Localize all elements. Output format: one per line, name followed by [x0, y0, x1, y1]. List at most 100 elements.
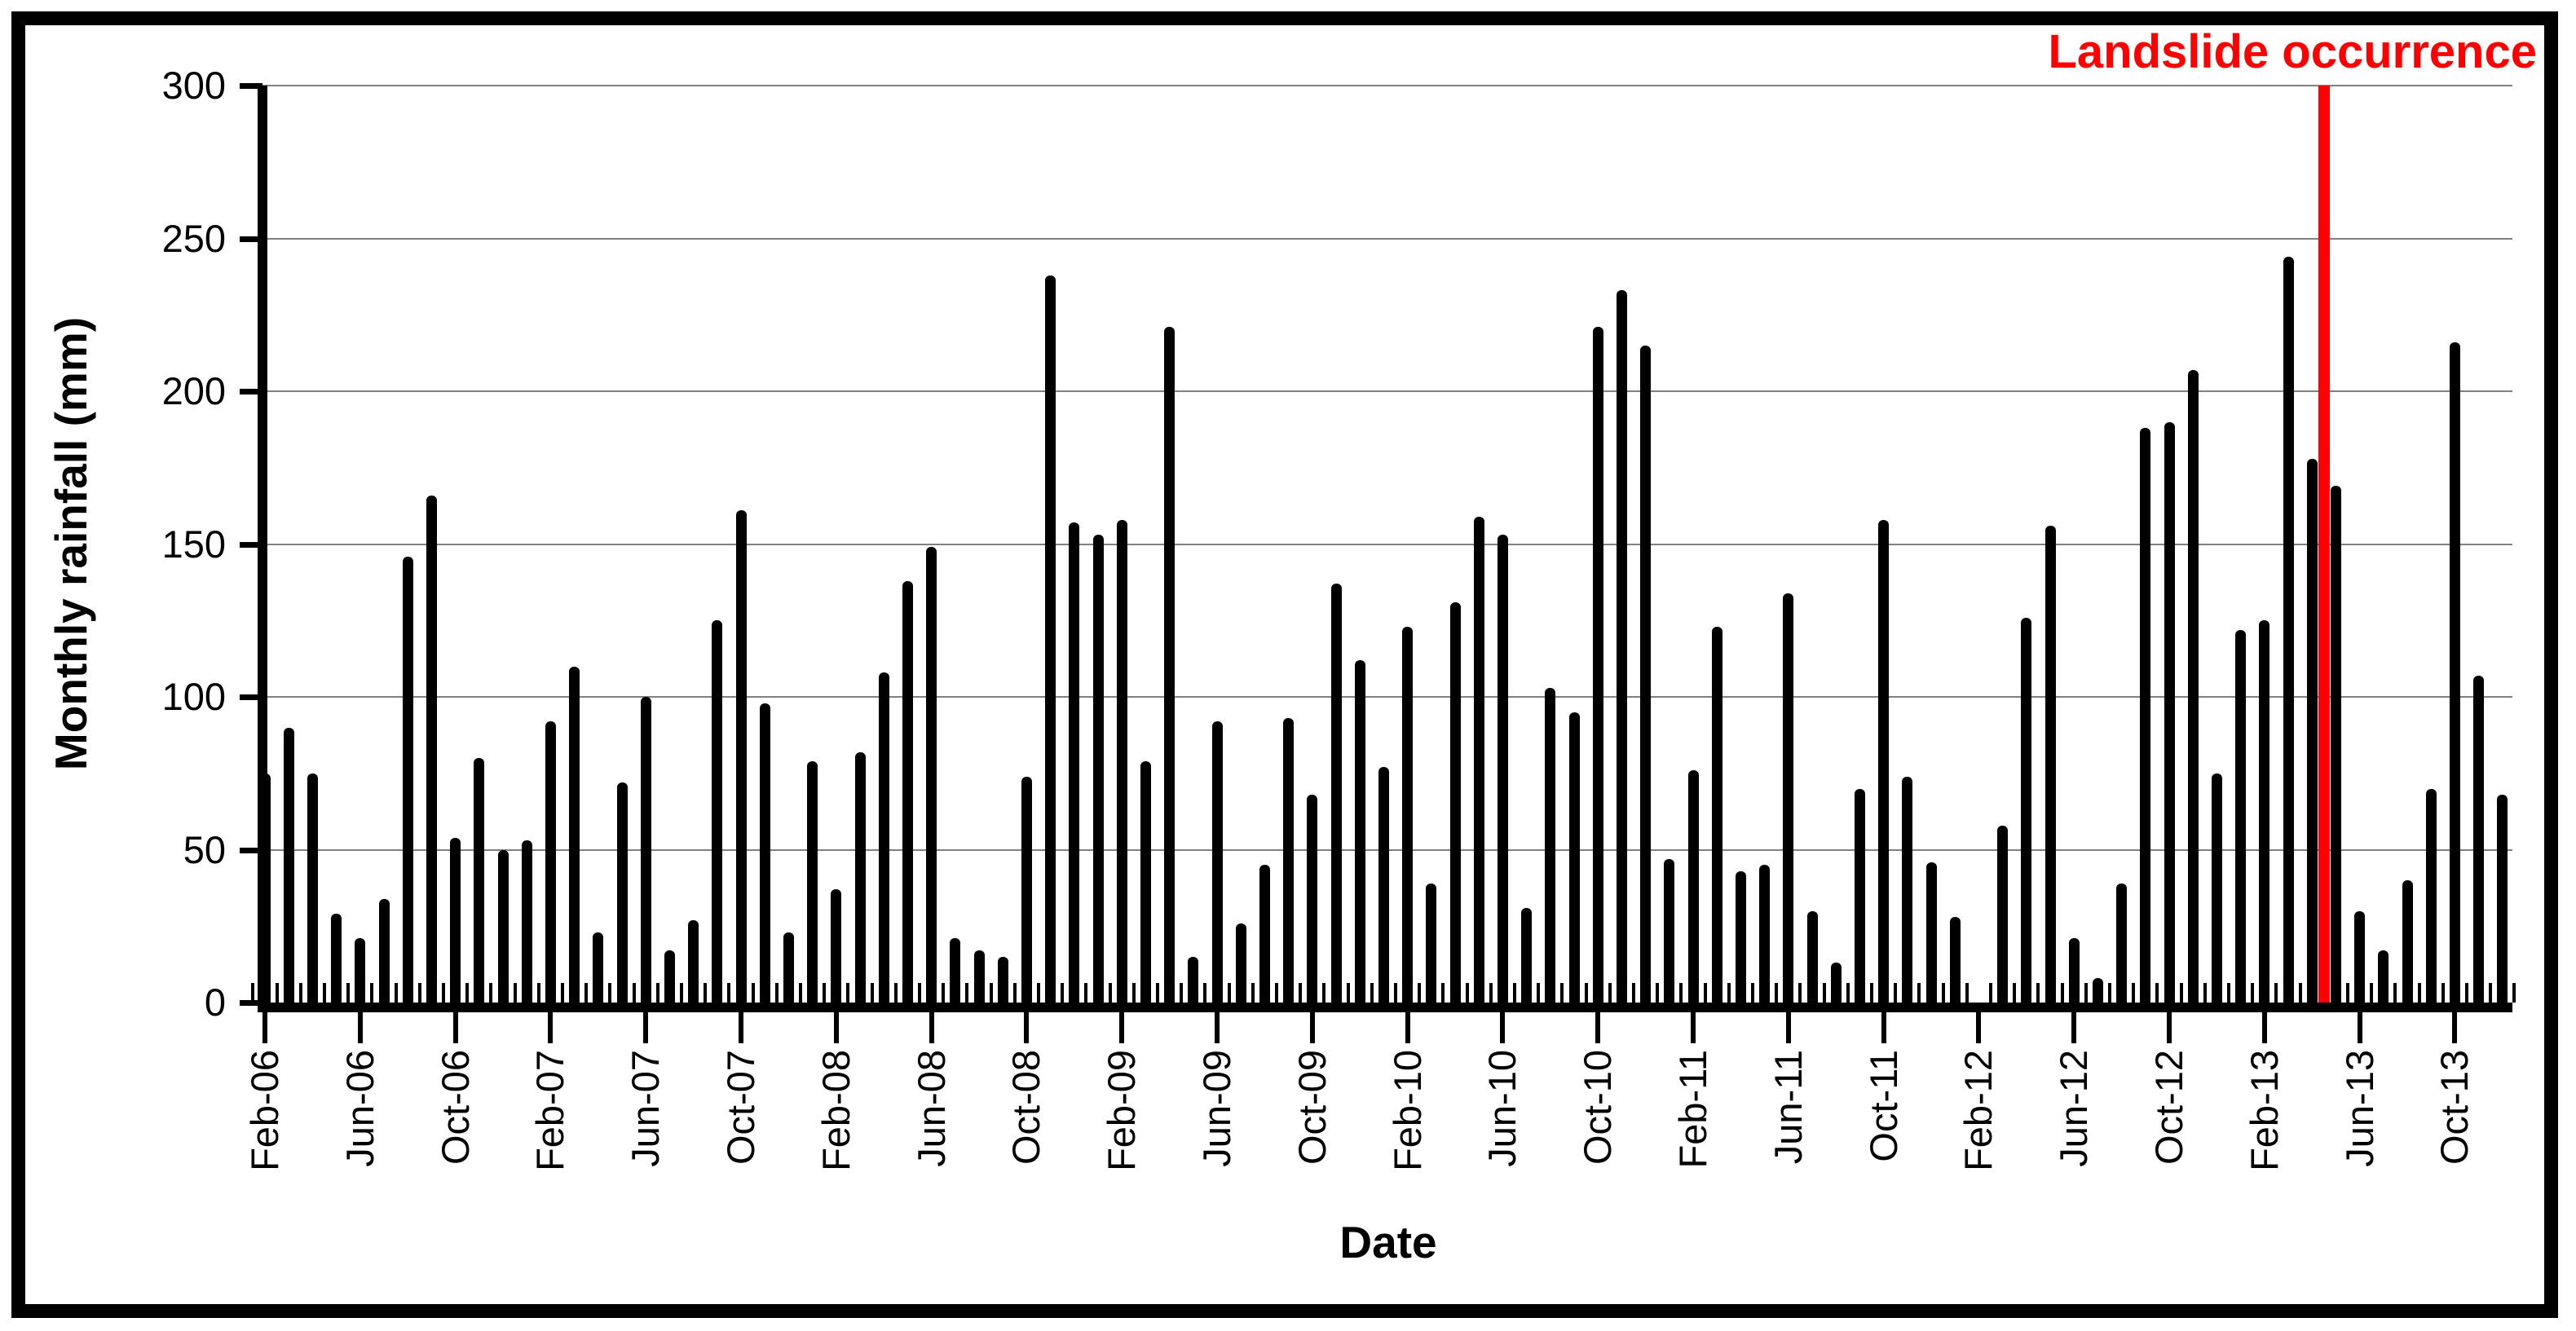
x-axis-minor-tick — [1632, 983, 1635, 1003]
rainfall-bar — [1378, 767, 1389, 1003]
rainfall-bar — [283, 727, 294, 1003]
x-axis-minor-tick — [1465, 983, 1469, 1003]
x-axis-minor-tick — [774, 983, 779, 1003]
rainfall-bar — [1568, 712, 1580, 1003]
x-axis-minor-tick — [1346, 983, 1350, 1003]
y-axis-tick — [240, 847, 262, 853]
x-axis-minor-tick — [2370, 983, 2374, 1003]
x-axis-minor-tick — [1489, 983, 1493, 1003]
x-axis-minor-tick — [655, 983, 659, 1003]
x-axis-minor-tick — [2013, 983, 2017, 1003]
rainfall-bar — [2164, 421, 2175, 1003]
rainfall-bar — [1783, 593, 1794, 1003]
rainfall-bar — [926, 547, 937, 1003]
rainfall-bar — [378, 898, 390, 1003]
rainfall-bar — [1687, 770, 1699, 1003]
rainfall-bar — [664, 950, 675, 1003]
rainfall-bar — [2068, 938, 2080, 1003]
x-axis-minor-tick — [680, 983, 683, 1003]
x-axis-minor-tick — [1061, 983, 1065, 1003]
rainfall-bar — [783, 932, 794, 1003]
x-tick-label: Jun-06 — [337, 1050, 382, 1167]
x-axis-minor-tick — [2441, 983, 2445, 1003]
x-tick-label: Jun-09 — [1195, 1050, 1238, 1167]
rainfall-bar — [259, 773, 271, 1003]
x-axis-minor-tick — [489, 983, 493, 1003]
x-tick-label: Oct-08 — [1004, 1050, 1048, 1166]
x-axis-minor-tick — [727, 983, 731, 1003]
x-axis-minor-tick — [942, 983, 946, 1003]
x-axis-minor-tick — [2465, 983, 2468, 1003]
y-tick-label: 200 — [161, 369, 226, 412]
x-axis-minor-tick — [1180, 983, 1184, 1003]
x-axis-minor-tick — [1584, 983, 1588, 1003]
x-axis-minor-tick — [965, 983, 969, 1003]
rainfall-bar — [1092, 535, 1104, 1003]
rainfall-bar — [2116, 883, 2128, 1003]
rainfall-bar — [1354, 660, 1365, 1003]
x-axis-minor-tick — [1751, 983, 1754, 1003]
x-tick-label: Oct-12 — [2147, 1050, 2190, 1166]
y-tick-label: 50 — [183, 827, 226, 871]
x-axis-minor-tick — [2084, 983, 2088, 1003]
rainfall-bar — [593, 932, 604, 1003]
x-axis-major-tick — [1024, 1012, 1030, 1043]
rainfall-bar — [402, 556, 413, 1003]
x-tick-label: Feb-10 — [1385, 1050, 1429, 1171]
y-axis-title: Monthly rainfall (mm) — [46, 316, 96, 771]
y-gridline — [262, 543, 2512, 545]
rainfall-bar — [688, 919, 699, 1003]
x-axis-minor-tick — [2417, 983, 2421, 1003]
rainfall-bar — [1140, 760, 1151, 1003]
rainfall-bar — [2402, 880, 2413, 1003]
rainfall-bar — [2449, 342, 2460, 1003]
x-tick-label: Jun-08 — [909, 1050, 953, 1167]
x-axis-major-tick — [929, 1012, 934, 1043]
x-axis-major-tick — [2357, 1012, 2362, 1043]
x-axis-major-tick — [1119, 1012, 1125, 1043]
x-axis-minor-tick — [1037, 983, 1040, 1003]
rainfall-bar — [2092, 978, 2103, 1003]
x-axis-minor-tick — [2512, 983, 2516, 1003]
x-tick-label: Feb-11 — [1671, 1050, 1714, 1169]
rainfall-bar — [902, 580, 913, 1003]
x-tick-label: Jun-07 — [624, 1050, 668, 1167]
x-axis-minor-tick — [370, 983, 374, 1003]
rainfall-bar — [1116, 519, 1127, 1003]
x-axis-minor-tick — [1203, 983, 1207, 1003]
x-tick-label: Feb-07 — [528, 1050, 572, 1171]
x-axis-minor-tick — [346, 983, 351, 1003]
x-tick-label: Oct-09 — [1290, 1050, 1334, 1166]
x-axis-minor-tick — [417, 983, 421, 1003]
y-axis-tick — [240, 236, 262, 242]
x-axis-minor-tick — [1513, 983, 1516, 1003]
x-axis-major-tick — [2261, 1012, 2267, 1043]
rainfall-bar — [2140, 428, 2151, 1003]
x-axis-minor-tick — [846, 983, 850, 1003]
rainfall-bar — [426, 495, 437, 1003]
rainfall-bar — [2330, 486, 2341, 1003]
x-axis-minor-tick — [251, 983, 255, 1003]
rainfall-bar — [2259, 620, 2270, 1003]
x-axis — [258, 1003, 2512, 1012]
rainfall-bar — [1426, 883, 1437, 1003]
rainfall-bar — [2235, 629, 2247, 1003]
x-tick-label: Feb-12 — [1956, 1050, 2000, 1171]
x-axis-minor-tick — [608, 983, 612, 1003]
rainfall-bar — [2354, 910, 2366, 1003]
y-axis-tick — [240, 389, 262, 394]
y-tick-label: 300 — [161, 64, 226, 107]
landslide-occurrence-label: Landslide occurrence — [2048, 25, 2537, 78]
rainfall-bar — [1640, 345, 1652, 1003]
x-axis-major-tick — [1691, 1012, 1696, 1043]
x-axis-minor-tick — [1299, 983, 1303, 1003]
x-axis-minor-tick — [1012, 983, 1017, 1003]
y-axis-tick — [240, 694, 262, 700]
x-axis-minor-tick — [2036, 983, 2040, 1003]
rainfall-bar — [973, 950, 985, 1003]
rainfall-bar — [1997, 825, 2009, 1003]
x-axis-minor-tick — [536, 983, 540, 1003]
x-axis-minor-tick — [2108, 983, 2111, 1003]
